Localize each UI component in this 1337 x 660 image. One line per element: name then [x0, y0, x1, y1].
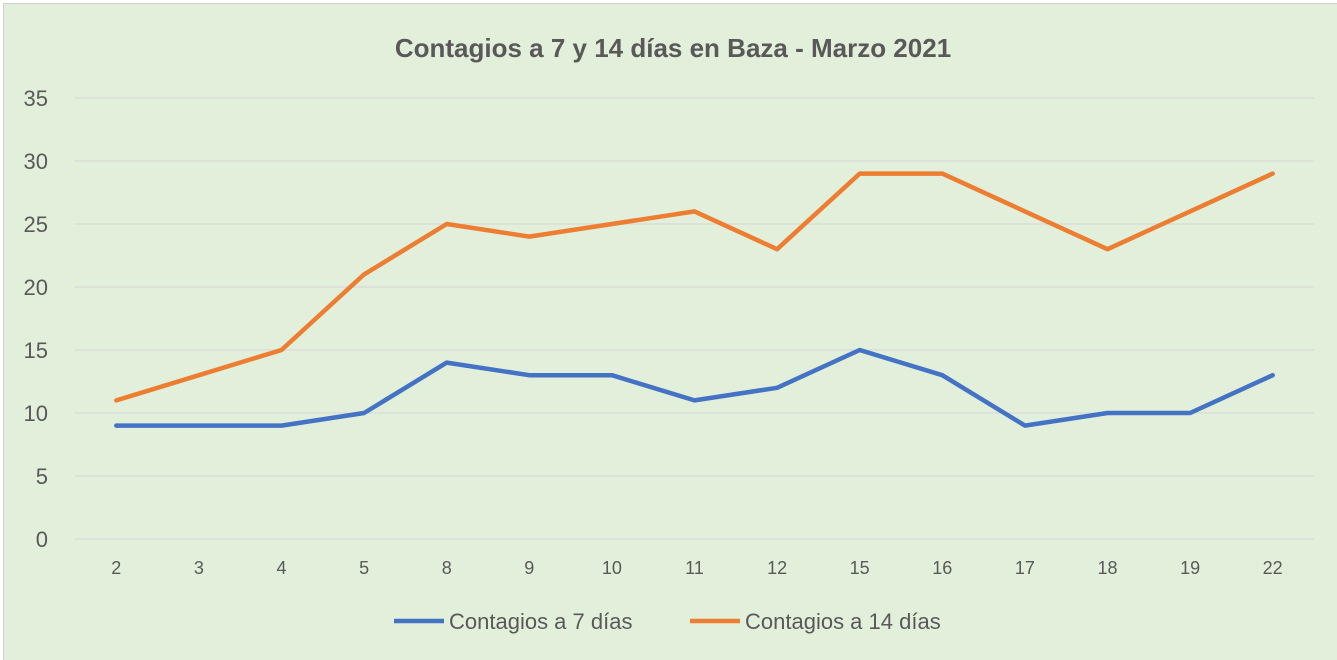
chart-area: Contagios a 7 y 14 días en Baza - Marzo …	[3, 3, 1337, 660]
y-tick-label: 5	[36, 464, 48, 489]
x-tick-label: 17	[1015, 558, 1035, 578]
x-tick-label: 10	[602, 558, 622, 578]
legend-label: Contagios a 14 días	[745, 609, 941, 634]
x-tick-label: 12	[767, 558, 787, 578]
x-tick-label: 9	[524, 558, 534, 578]
x-tick-label: 3	[194, 558, 204, 578]
x-tick-label: 11	[685, 558, 704, 578]
legend-label: Contagios a 7 días	[449, 609, 632, 634]
y-tick-label: 30	[24, 149, 48, 174]
y-tick-label: 0	[36, 527, 48, 552]
y-tick-label: 35	[24, 86, 48, 111]
x-tick-label: 5	[359, 558, 369, 578]
x-tick-label: 4	[276, 558, 286, 578]
series-line-1	[116, 350, 1272, 426]
x-tick-label: 2	[111, 558, 121, 578]
y-tick-label: 25	[24, 212, 48, 237]
x-tick-label: 15	[850, 558, 870, 578]
line-chart: Contagios a 7 y 14 días en Baza - Marzo …	[4, 4, 1337, 660]
x-tick-label: 19	[1180, 558, 1200, 578]
chart-title: Contagios a 7 y 14 días en Baza - Marzo …	[395, 33, 951, 63]
x-tick-label: 18	[1097, 558, 1117, 578]
y-tick-label: 20	[24, 275, 48, 300]
y-tick-label: 10	[24, 401, 48, 426]
x-tick-label: 8	[442, 558, 452, 578]
y-tick-label: 15	[24, 338, 48, 363]
x-tick-label: 16	[932, 558, 952, 578]
x-tick-label: 22	[1263, 558, 1283, 578]
